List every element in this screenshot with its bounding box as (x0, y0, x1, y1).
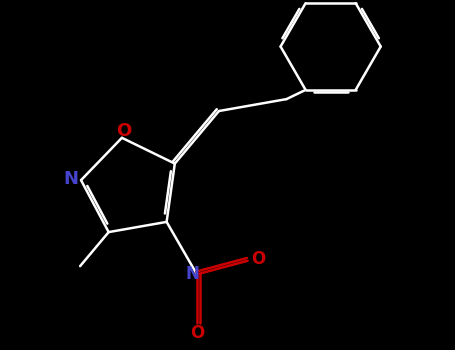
Text: O: O (191, 324, 205, 342)
Text: N: N (186, 265, 200, 282)
Text: N: N (64, 169, 79, 188)
Text: O: O (251, 250, 265, 268)
Text: O: O (116, 122, 131, 140)
